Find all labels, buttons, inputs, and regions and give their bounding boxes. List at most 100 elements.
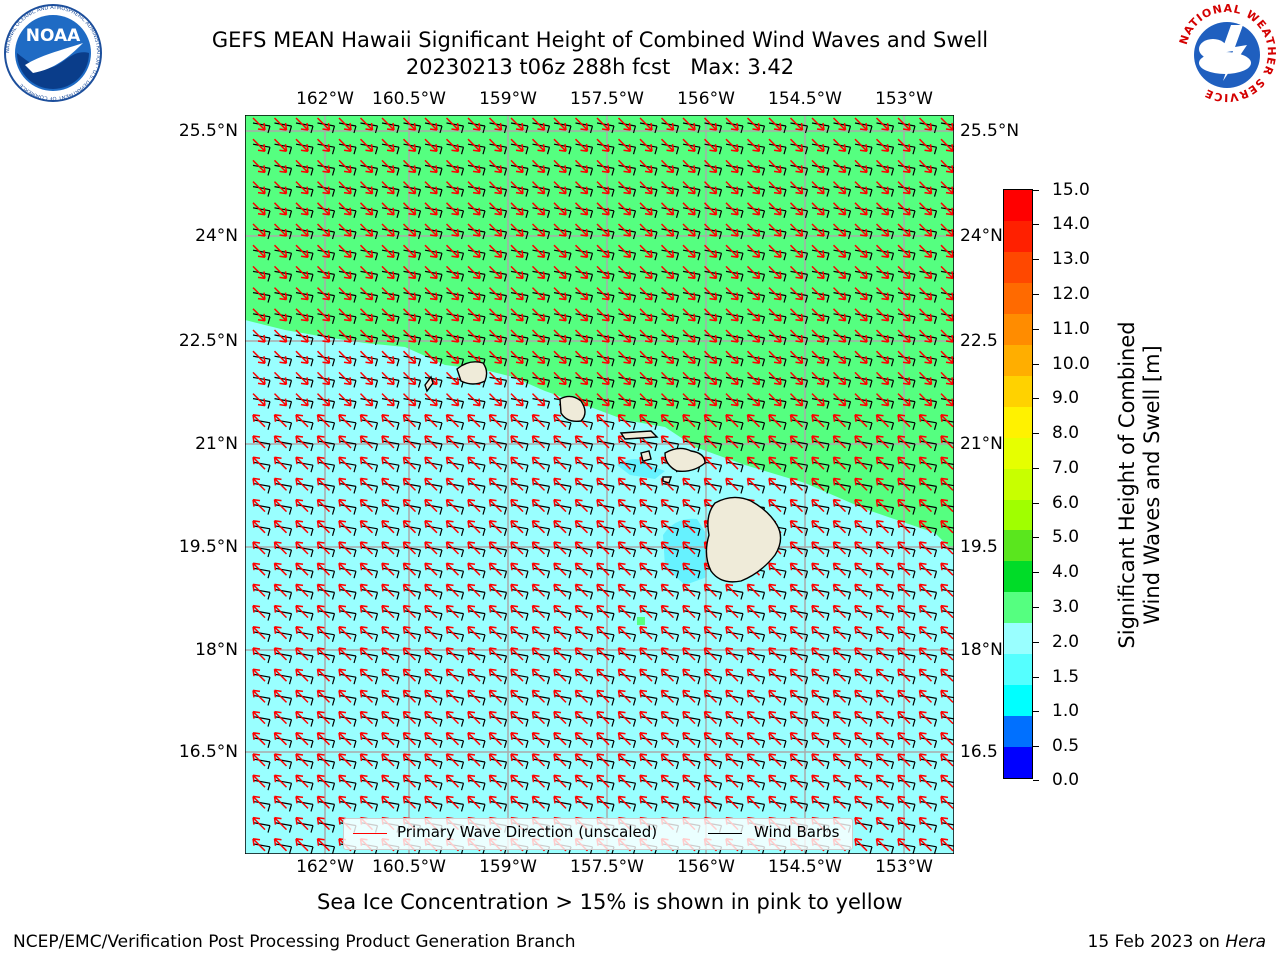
wind-barb (489, 334, 508, 346)
wave-direction-arrow (445, 541, 460, 555)
wave-direction-arrow (596, 732, 610, 746)
wind-barb (919, 482, 938, 494)
wave-direction-arrow (811, 202, 825, 216)
wave-direction-arrow (402, 244, 417, 258)
wave-direction-arrow (467, 265, 481, 280)
wave-direction-arrow (617, 244, 632, 258)
wave-direction-arrow (768, 159, 782, 174)
wind-barb (661, 800, 680, 812)
wave-direction-arrow (553, 265, 567, 280)
wind-barb (725, 716, 744, 727)
lat-label-left: 22.5°N (178, 331, 238, 351)
wind-barb (317, 376, 336, 388)
wind-barb (704, 249, 723, 261)
wind-barb (360, 164, 379, 176)
wind-barb (682, 186, 701, 197)
wind-barb (940, 567, 954, 572)
wave-direction-arrow (725, 456, 739, 470)
wave-direction-arrow (617, 393, 632, 407)
wind-barb (553, 525, 572, 536)
wave-direction-arrow (467, 498, 481, 513)
wave-direction-arrow (875, 753, 890, 767)
wave-direction-arrow (897, 626, 911, 640)
wind-barb (274, 419, 293, 430)
wave-direction-arrow (854, 159, 868, 174)
wind-barb (381, 631, 400, 642)
lat-label-left: 25.5°N (178, 121, 238, 141)
lon-label-top: 154.5°W (768, 89, 842, 109)
wind-barb (510, 398, 529, 409)
wave-direction-arrow (682, 626, 696, 640)
wave-direction-arrow (574, 477, 589, 491)
wave-direction-arrow (768, 710, 782, 725)
wave-direction-arrow (510, 117, 524, 131)
wind-barb (661, 779, 680, 791)
wind-barb (876, 270, 895, 282)
wave-direction-arrow (338, 414, 352, 428)
footer-branch: NCEP/EMC/Verification Post Processing Pr… (13, 932, 576, 952)
wind-barb (510, 567, 529, 579)
wave-direction-arrow (295, 308, 309, 322)
wind-barb (338, 270, 357, 282)
wind-barb (940, 143, 954, 148)
wind-barb (811, 800, 830, 812)
wind-barb (833, 610, 852, 621)
wave-direction-arrow (381, 562, 395, 576)
wind-barb (661, 228, 680, 240)
wave-direction-arrow (596, 774, 610, 788)
wind-barb (940, 440, 954, 444)
wind-barb (381, 461, 400, 473)
wave-direction-arrow (467, 435, 481, 449)
wind-barb (338, 440, 357, 452)
wind-barb (618, 673, 637, 685)
wave-direction-arrow (682, 287, 696, 301)
wave-direction-arrow (725, 350, 739, 364)
wave-direction-arrow (660, 520, 675, 534)
wind-barb (575, 334, 594, 346)
wind-barb (489, 779, 508, 791)
wave-direction-arrow (789, 604, 804, 619)
wave-direction-arrow (445, 287, 460, 301)
wave-direction-arrow (725, 393, 739, 407)
wind-barb (489, 228, 508, 240)
wind-barb (661, 164, 680, 176)
wave-direction-arrow (510, 520, 524, 534)
wind-barb (833, 143, 852, 155)
colorbar-tick-label: 4.0 (1052, 562, 1080, 582)
wind-barb (704, 313, 723, 324)
wind-barb (833, 249, 852, 261)
wind-barb (596, 800, 615, 812)
wind-barb (897, 546, 916, 558)
wind-barb (338, 504, 357, 515)
wave-direction-arrow (940, 138, 954, 152)
wind-barb (768, 207, 787, 218)
wave-direction-arrow (725, 117, 739, 131)
wind-barb (575, 164, 594, 176)
wind-barb (403, 249, 422, 261)
wind-barb (575, 228, 594, 240)
wave-direction-arrow (424, 138, 438, 152)
wind-barb (317, 186, 336, 197)
wind-barb (274, 270, 293, 282)
wind-barb (833, 588, 852, 600)
wave-direction-arrow (488, 414, 503, 428)
wave-direction-arrow (789, 329, 804, 343)
wind-barb (360, 610, 379, 621)
wave-direction-arrow (252, 181, 266, 195)
colorbar-tick-label: 8.0 (1052, 423, 1080, 443)
wind-barb (403, 419, 422, 430)
wind-barb (897, 376, 916, 388)
wave-direction-arrow (897, 371, 911, 386)
wave-direction-arrow (359, 329, 374, 343)
wave-direction-arrow (617, 477, 632, 491)
colorbar (1003, 189, 1033, 779)
wave-direction-arrow (252, 287, 266, 301)
wave-direction-arrow (768, 138, 782, 152)
wind-barb (725, 610, 744, 621)
wind-barb (467, 716, 486, 727)
wave-direction-arrow (467, 287, 481, 301)
wave-direction-arrow (467, 138, 481, 152)
wave-direction-arrow (359, 435, 374, 449)
wind-barb (768, 143, 787, 155)
wave-direction-arrow (789, 520, 804, 534)
